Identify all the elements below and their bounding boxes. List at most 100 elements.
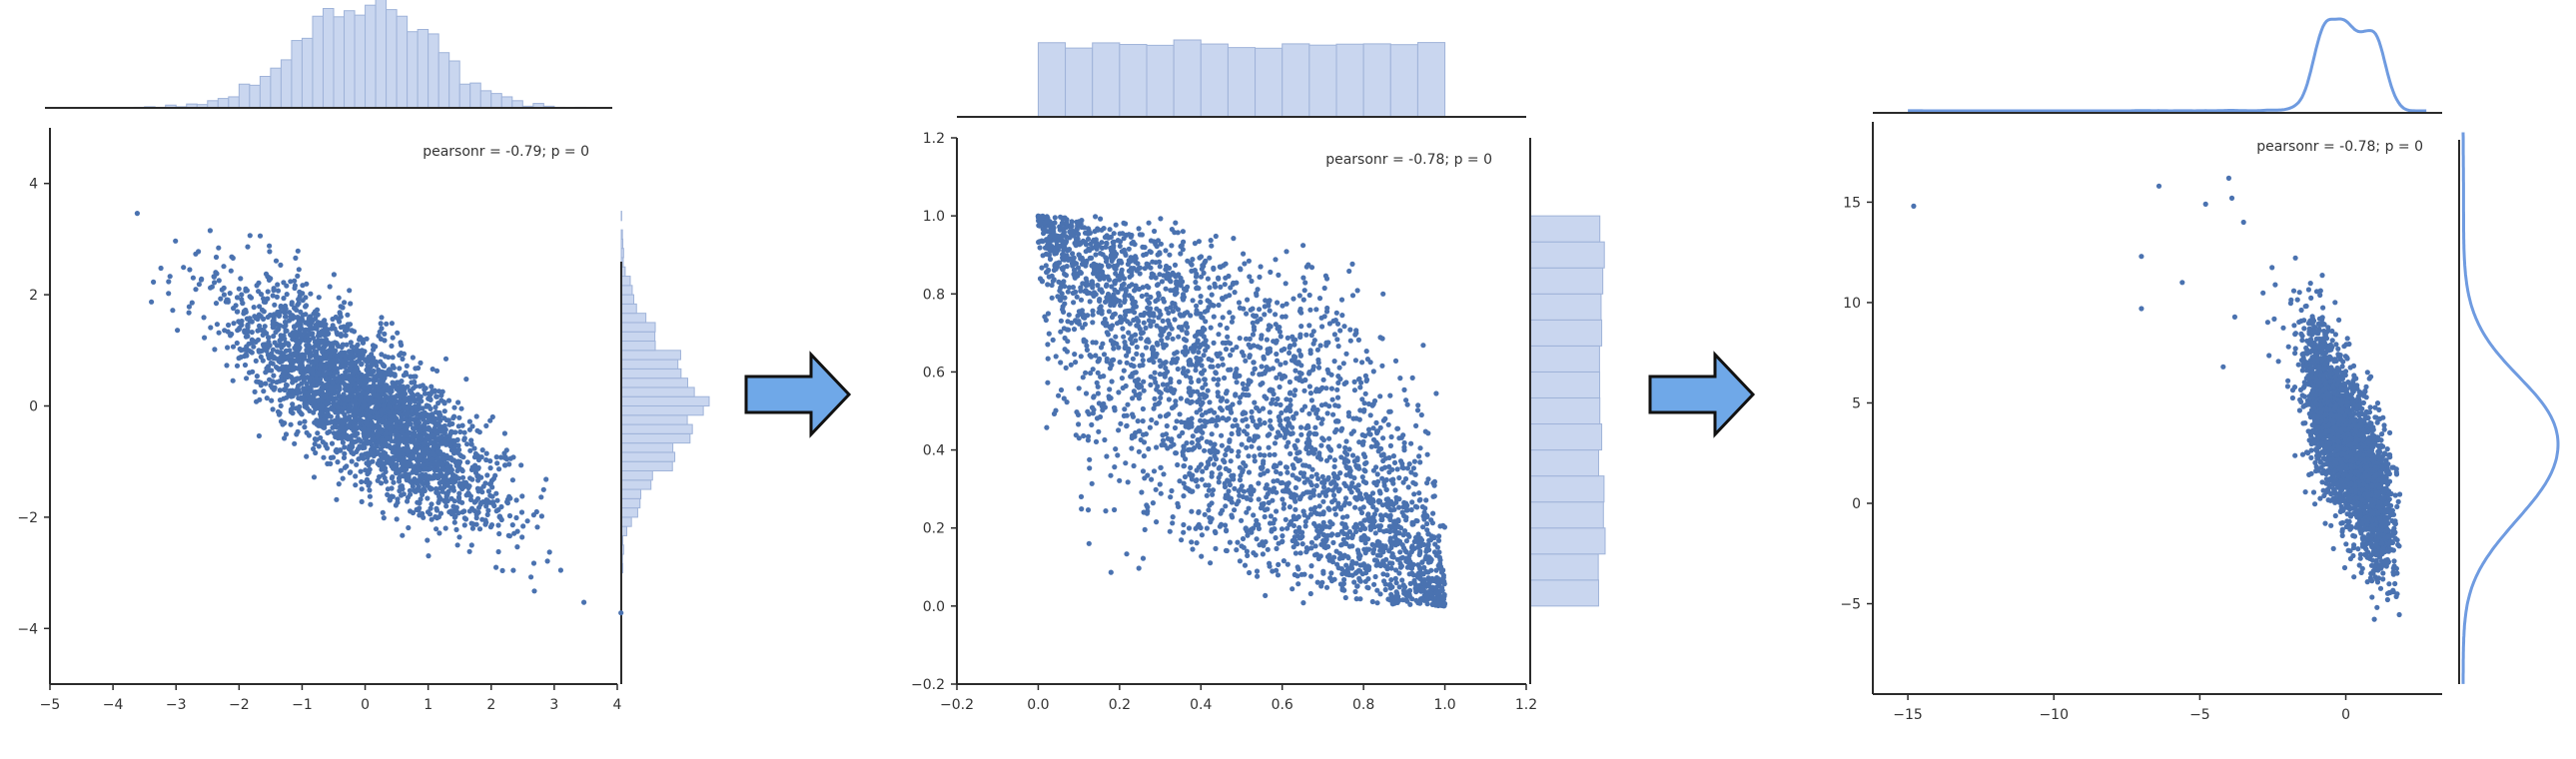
scatter-point — [508, 456, 513, 461]
scatter-point — [1271, 478, 1276, 483]
scatter-point — [473, 470, 478, 475]
scatter-point — [391, 455, 396, 460]
scatter-point — [416, 458, 421, 463]
scatter-point — [1210, 431, 1215, 436]
scatter-point — [319, 405, 324, 410]
y-histogram-bar — [621, 286, 632, 295]
scatter-point — [1081, 375, 1086, 380]
scatter-point — [489, 484, 494, 489]
scatter-point — [1238, 558, 1243, 563]
scatter-point — [453, 527, 458, 532]
scatter-point — [1332, 359, 1337, 364]
scatter-point — [239, 292, 244, 297]
scatter-point — [1392, 518, 1397, 523]
scatter-point — [456, 499, 461, 504]
scatter-point — [1274, 352, 1279, 357]
scatter-point — [290, 300, 295, 305]
scatter-point — [405, 448, 410, 453]
y-histogram-bar — [1530, 554, 1598, 580]
scatter-point — [1368, 412, 1373, 417]
y-histogram-bar — [621, 517, 631, 526]
scatter-point — [1286, 336, 1290, 341]
scatter-point — [1302, 404, 1307, 409]
scatter-point — [474, 428, 479, 433]
scatter-point — [1098, 414, 1103, 419]
scatter-point — [432, 425, 437, 430]
scatter-point — [434, 488, 439, 493]
scatter-point — [487, 418, 492, 423]
scatter-point — [425, 495, 429, 500]
scatter-point — [315, 308, 320, 313]
scatter-point — [411, 465, 416, 470]
scatter-point — [1395, 426, 1400, 431]
scatter-point — [389, 344, 394, 349]
scatter-point — [254, 359, 259, 364]
scatter-point — [1409, 499, 1414, 504]
scatter-point — [1200, 430, 1205, 435]
scatter-point — [1320, 474, 1325, 479]
scatter-point — [435, 462, 440, 467]
scatter-point — [1125, 402, 1130, 407]
scatter-point — [238, 276, 243, 281]
scatter-point — [380, 438, 385, 443]
scatter-point — [357, 350, 362, 355]
scatter-point — [1318, 343, 1323, 348]
scatter-point — [405, 477, 410, 482]
scatter-point — [1069, 363, 1074, 368]
x-histogram-bar — [491, 94, 502, 108]
scatter-point — [387, 443, 392, 448]
scatter-point — [446, 398, 451, 403]
scatter-point — [1170, 227, 1175, 232]
scatter-point — [478, 502, 483, 507]
scatter-point — [1050, 283, 1055, 288]
scatter-point — [1356, 482, 1361, 487]
scatter-point — [1046, 357, 1051, 362]
scatter-point — [405, 437, 410, 442]
scatter-point — [1341, 577, 1346, 582]
scatter-point — [1147, 221, 1152, 226]
scatter-point — [368, 502, 373, 507]
scatter-point — [337, 481, 342, 486]
scatter-point — [404, 413, 409, 418]
scatter-point — [1341, 361, 1346, 366]
y-histogram-bar — [1530, 346, 1599, 372]
scatter-point — [1386, 409, 1391, 414]
scatter-point — [1256, 287, 1261, 292]
x-histogram-bar — [387, 10, 398, 108]
scatter-point — [421, 481, 426, 486]
scatter-point — [1413, 423, 1418, 428]
scatter-point — [1282, 558, 1287, 563]
scatter-point — [336, 410, 341, 415]
scatter-point — [1205, 298, 1210, 303]
scatter-point — [411, 355, 416, 360]
scatter-point — [455, 542, 460, 547]
scatter-point — [271, 356, 276, 361]
scatter-point — [1375, 471, 1380, 476]
scatter-point — [397, 478, 402, 483]
scatter-point — [1148, 382, 1153, 387]
scatter-point — [1297, 293, 1302, 298]
scatter-point — [353, 482, 358, 487]
scatter-point — [1336, 344, 1341, 349]
scatter-point — [501, 450, 506, 455]
scatter-point — [387, 410, 392, 415]
scatter-point — [393, 395, 398, 400]
scatter-point — [344, 387, 349, 392]
scatter-point — [1320, 569, 1325, 574]
scatter-point — [1244, 312, 1249, 317]
scatter-point — [1109, 570, 1114, 575]
scatter-point — [435, 400, 440, 405]
y-histogram-bar — [621, 443, 673, 452]
scatter-point — [425, 537, 429, 542]
scatter-point — [1090, 481, 1095, 486]
scatter-point — [1141, 418, 1146, 423]
scatter-point — [320, 389, 325, 394]
scatter-point — [245, 245, 250, 250]
scatter-point — [442, 430, 447, 435]
scatter-point — [1213, 441, 1218, 446]
scatter-point — [304, 381, 309, 386]
scatter-point — [1249, 279, 1254, 284]
scatter-point — [202, 336, 207, 341]
scatter-point — [271, 406, 276, 411]
scatter-point — [299, 381, 304, 386]
